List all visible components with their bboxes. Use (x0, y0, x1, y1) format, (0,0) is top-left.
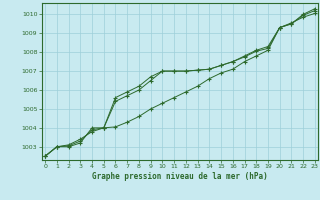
X-axis label: Graphe pression niveau de la mer (hPa): Graphe pression niveau de la mer (hPa) (92, 172, 268, 181)
